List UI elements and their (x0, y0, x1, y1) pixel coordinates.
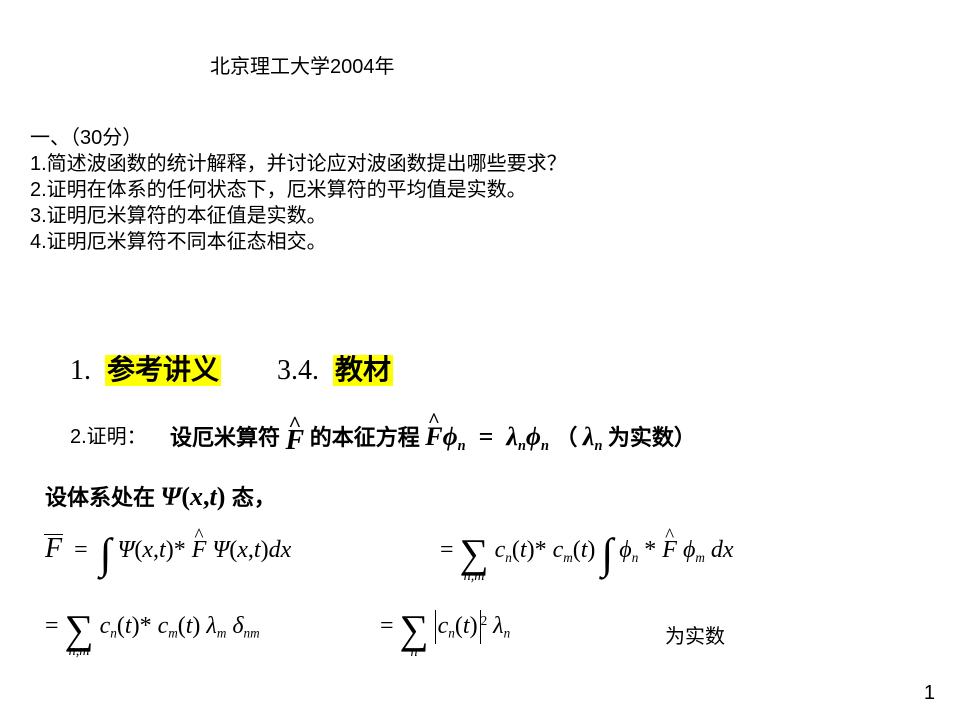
question-1: 1.简述波函数的统计解释，并讨论应对波函数提出哪些要求？ (30, 151, 567, 177)
c1: c (495, 537, 506, 563)
cm1: m (563, 550, 573, 565)
t3: t (254, 537, 261, 563)
state-line: 设体系处在 Ψ(x,t) 态， (45, 480, 276, 512)
integral-2: ∫ (601, 530, 613, 579)
sum-under1: n,m (464, 569, 485, 583)
state-post: 态， (232, 485, 276, 510)
x5: x (723, 537, 734, 563)
abs-cn: cn(t) (435, 610, 481, 644)
sum-nm-2: ∑n,m (65, 610, 94, 651)
x-sym: x (190, 482, 203, 511)
Psi3: Ψ (212, 537, 229, 563)
c2: c (553, 537, 564, 563)
c3: c (100, 613, 111, 639)
sum-under3: n (411, 645, 418, 659)
cn1: n (505, 550, 512, 565)
sub-n3: n (541, 438, 549, 454)
c4: c (158, 613, 169, 639)
lam4: λ (493, 613, 503, 639)
equation-sum-delta: = ∑n,m cn(t)* cm(t) λm δnm (45, 610, 260, 651)
eigen-pre: 设厄米算符 (170, 425, 280, 450)
delta1: δ (232, 613, 243, 639)
sum-nm-1: ∑n,m (460, 534, 489, 575)
lam3: λ (206, 613, 216, 639)
cn3: n (448, 626, 455, 641)
phi3: ϕ (619, 537, 631, 563)
sum-under2: n,m (69, 644, 90, 658)
is-real-label: 为实数 (665, 620, 725, 649)
d1: d (269, 537, 281, 563)
F-bar: F (45, 533, 62, 565)
lambda-sym: λ (506, 422, 518, 451)
Fhat2: F (192, 537, 207, 564)
t2: t (159, 537, 166, 563)
F-hat-eq: F (425, 422, 442, 452)
question-3: 3.证明厄米算符的本征值是实数。 (30, 203, 567, 229)
eq2: = (74, 537, 88, 563)
section-heading: 一、（30分） (30, 125, 567, 151)
t5: t (581, 537, 588, 563)
phi-sym2: ϕ (526, 422, 541, 451)
phi-sym: ϕ (443, 422, 458, 451)
star3: * (644, 537, 656, 563)
eigen-mid: 的本征方程 (310, 425, 426, 450)
lm: m (217, 625, 227, 640)
sq: 2 (481, 613, 488, 628)
cn2: n (110, 625, 117, 640)
eq3: = (440, 537, 454, 563)
operator-F-hat: F (286, 425, 305, 457)
sub-n4: n (594, 438, 602, 454)
slide: 北京理工大学2004年 一、（30分） 1.简述波函数的统计解释，并讨论应对波函… (0, 0, 960, 720)
page-number: 1 (924, 682, 935, 705)
equation-Fbar: F = ∫ Ψ(x,t)* F Ψ(x,t)dx (45, 530, 291, 579)
pm1: m (695, 550, 705, 565)
sub-n2: n (518, 438, 526, 454)
integral-1: ∫ (100, 530, 112, 579)
state-pre: 设体系处在 (45, 485, 155, 510)
t8: t (463, 613, 470, 639)
eq4: = (45, 613, 59, 639)
sub-n: n (458, 438, 466, 454)
star2: * (535, 537, 547, 563)
x3: x (237, 537, 248, 563)
page-title: 北京理工大学2004年 (210, 50, 395, 79)
Psi-sym: Ψ (161, 482, 182, 511)
pn1: n (632, 550, 639, 565)
ref-label-2: 教材 (333, 355, 393, 386)
ln2: n (504, 626, 511, 641)
star1: * (174, 537, 186, 563)
d2: d (711, 537, 723, 563)
proof-label: 2.证明： (70, 420, 147, 449)
x2: x (142, 537, 153, 563)
eigen-equation-line: 设厄米算符 F 的本征方程 Fϕn = λnϕn （ λn 为实数） (170, 420, 696, 457)
t-sym: t (209, 482, 216, 511)
eq-sign: = (479, 422, 494, 451)
eigen-post-open: （ (555, 425, 577, 450)
t6: t (125, 613, 132, 639)
Fhat3: F (662, 537, 677, 564)
eigen-post-close: 为实数） (608, 425, 696, 450)
cm2: m (168, 625, 178, 640)
star4: * (140, 613, 152, 639)
equation-sum-abs: = ∑n cn(t) 2 λn (380, 610, 510, 651)
t4: t (520, 537, 527, 563)
lambda-sym2: λ (583, 422, 595, 451)
ref-num-1: 1. (70, 355, 91, 386)
c5: c (438, 613, 449, 639)
question-2: 2.证明在体系的任何状态下，厄米算符的平均值是实数。 (30, 177, 567, 203)
ref-label-1: 参考讲义 (105, 355, 221, 386)
x4: x (281, 537, 292, 563)
eq5: = (380, 613, 394, 639)
question-4: 4.证明厄米算符不同本征态相交。 (30, 229, 567, 255)
question-block: 一、（30分） 1.简述波函数的统计解释，并讨论应对波函数提出哪些要求？ 2.证… (30, 125, 567, 255)
Psi2: Ψ (118, 537, 135, 563)
phi4: ϕ (683, 537, 695, 563)
sum-n: ∑n (400, 610, 429, 651)
equation-sum-int: = ∑n,m cn(t)* cm(t) ∫ ϕn * F ϕm dx (440, 530, 734, 579)
ref-num-2: 3.4. (277, 355, 319, 386)
reference-line: 1. 参考讲义 3.4. 教材 (70, 348, 393, 388)
t7: t (186, 613, 193, 639)
dnm: nm (244, 625, 260, 640)
